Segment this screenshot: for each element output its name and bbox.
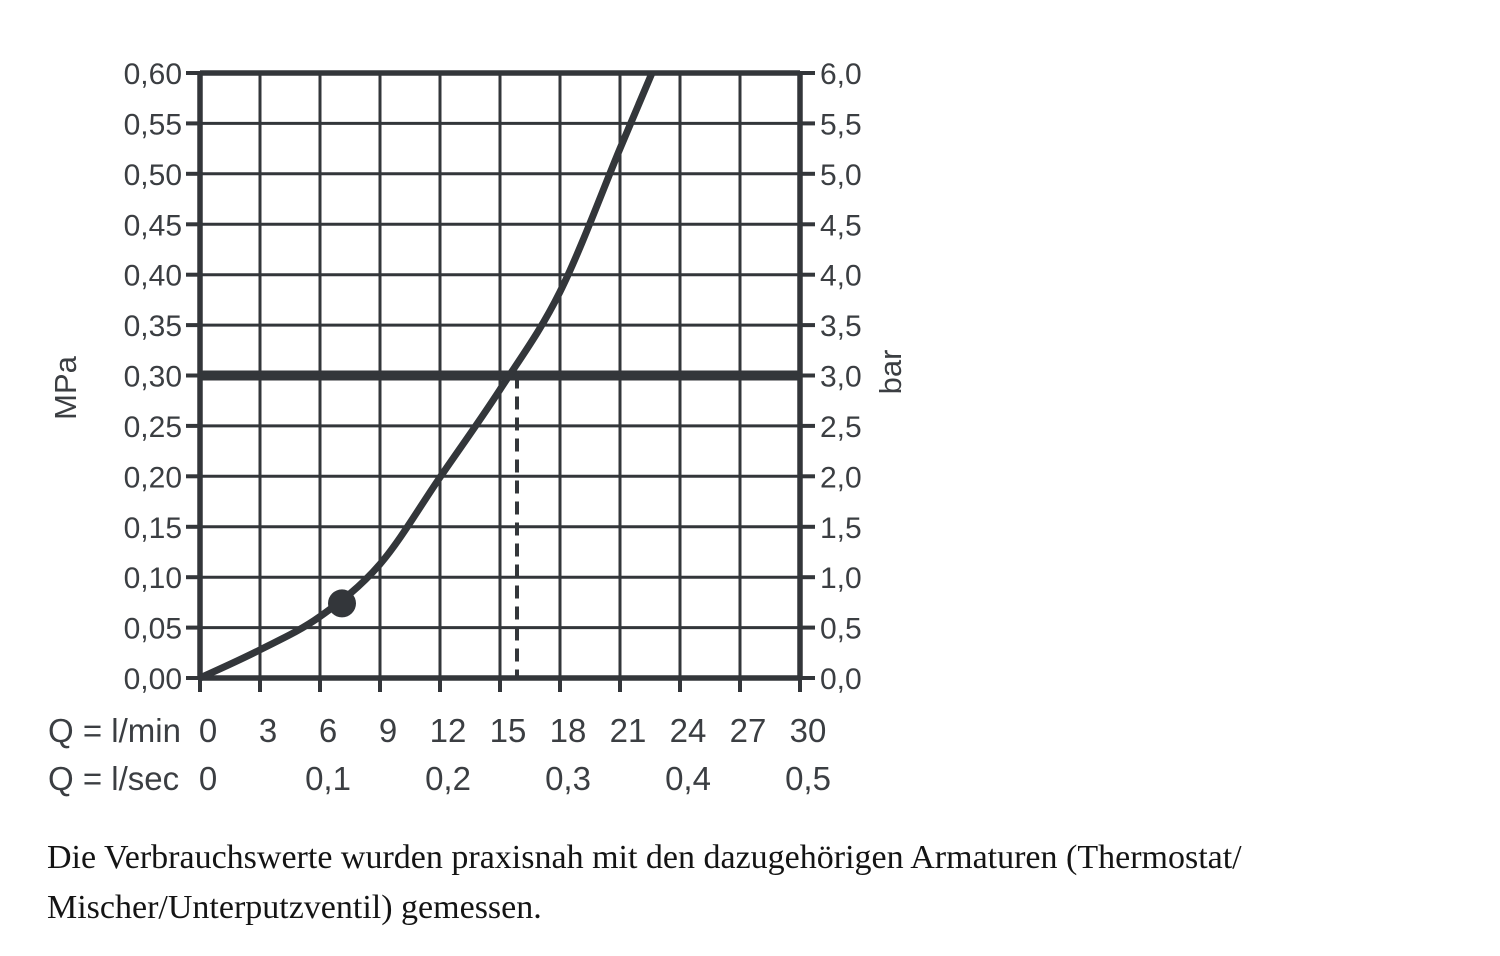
y-tick-label-right: 3,0 xyxy=(820,361,862,394)
y-tick-label-left: 0,40 xyxy=(124,260,182,293)
x-tick-label-lsec: 0,5 xyxy=(785,760,831,797)
y-tick-label-left: 0,60 xyxy=(124,58,182,91)
y-tick-label-right: 0,5 xyxy=(820,613,862,646)
y-tick-label-right: 1,5 xyxy=(820,512,862,545)
y-tick-label-left: 0,30 xyxy=(124,361,182,394)
x-tick-label-lsec: 0,1 xyxy=(305,760,351,797)
x-tick-label-lmin: 15 xyxy=(490,712,527,749)
caption: Die Verbrauchswerte wurden praxisnah mit… xyxy=(47,833,1242,933)
y-tick-label-left: 0,20 xyxy=(124,461,182,494)
x-tick-label-lmin: 30 xyxy=(790,712,827,749)
x-tick-label-lmin: 0 xyxy=(199,712,217,749)
y-tick-label-left: 0,15 xyxy=(124,512,182,545)
x-tick-label-lmin: 12 xyxy=(430,712,467,749)
series-layer xyxy=(198,71,656,682)
operating-point-marker xyxy=(328,589,356,618)
x-tick-label-lsec: 0,3 xyxy=(545,760,591,797)
y-tick-label-right: 5,0 xyxy=(820,159,862,192)
x-tick-label-lmin: 9 xyxy=(379,712,397,749)
x-tick-label-lmin: 24 xyxy=(670,712,707,749)
y-tick-label-left: 0,25 xyxy=(124,411,182,444)
y-tick-label-left: 0,35 xyxy=(124,310,182,343)
flow-pressure-chart: 0,600,550,500,450,400,350,300,250,200,15… xyxy=(48,58,908,797)
y-tick-label-right: 6,0 xyxy=(820,58,862,91)
y-tick-label-right: 1,0 xyxy=(820,562,862,595)
reference-layer xyxy=(200,370,800,678)
caption-line-1: Die Verbrauchswerte wurden praxisnah mit… xyxy=(47,839,1242,876)
tick-label-layer: 0,600,550,500,450,400,350,300,250,200,15… xyxy=(124,58,862,797)
y-tick-label-left: 0,00 xyxy=(124,663,182,696)
x-tick-label-lmin: 21 xyxy=(610,712,647,749)
x-tick-label-lsec: 0,4 xyxy=(665,760,711,797)
y-tick-label-right: 4,0 xyxy=(820,260,862,293)
x-tick-label-lmin: 27 xyxy=(730,712,767,749)
x-axis-unit-lsec: Q = l/sec xyxy=(48,760,179,797)
x-axis-unit-lmin: Q = l/min xyxy=(48,712,181,749)
y-tick-label-right: 4,5 xyxy=(820,209,862,242)
y-tick-label-right: 3,5 xyxy=(820,310,862,343)
x-tick-label-lmin: 6 xyxy=(319,712,337,749)
x-tick-label-lmin: 3 xyxy=(259,712,277,749)
flow-pressure-curve xyxy=(198,71,656,682)
y-tick-label-right: 2,0 xyxy=(820,461,862,494)
y-tick-label-left: 0,10 xyxy=(124,562,182,595)
y-tick-label-right: 5,5 xyxy=(820,108,862,141)
y-tick-label-right: 0,0 xyxy=(820,663,862,696)
x-tick-label-lsec: 0 xyxy=(199,760,217,797)
y-axis-unit-left: MPa xyxy=(48,355,83,420)
x-tick-label-lmin: 18 xyxy=(550,712,587,749)
caption-line-2: Mischer/Unterputzventil) gemessen. xyxy=(47,889,542,926)
y-tick-label-left: 0,45 xyxy=(124,209,182,242)
x-tick-label-lsec: 0,2 xyxy=(425,760,471,797)
y-axis-unit-right: bar xyxy=(873,350,908,395)
y-tick-label-right: 2,5 xyxy=(820,411,862,444)
y-tick-label-left: 0,55 xyxy=(124,108,182,141)
y-tick-label-left: 0,05 xyxy=(124,613,182,646)
tick-layer xyxy=(186,71,815,692)
y-tick-label-left: 0,50 xyxy=(124,159,182,192)
